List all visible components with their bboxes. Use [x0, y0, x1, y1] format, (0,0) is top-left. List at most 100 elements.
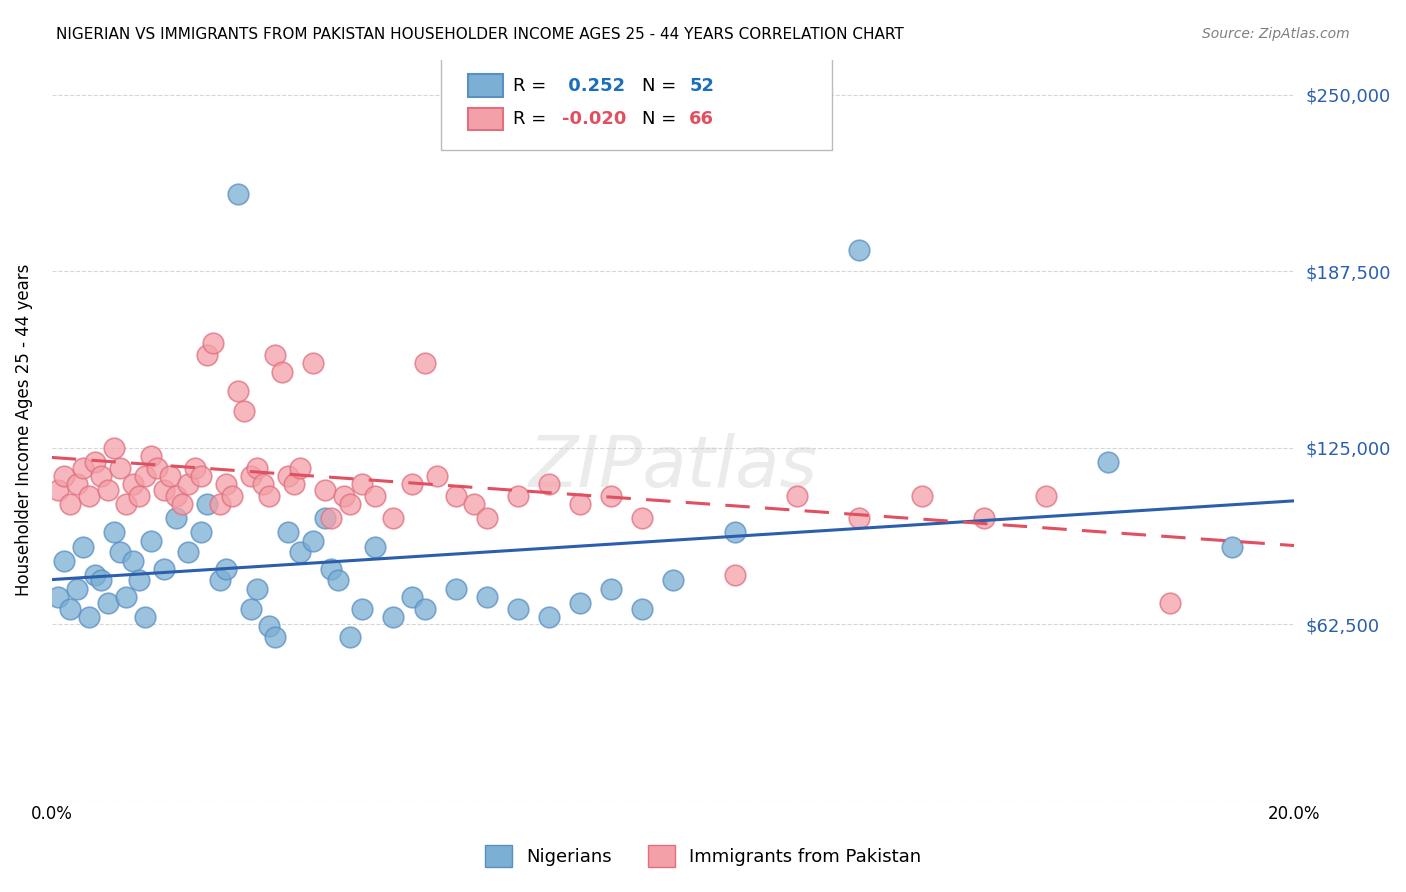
Text: 66: 66 [689, 110, 714, 128]
Point [270, 365, 292, 379]
Point [1220, 540, 1243, 554]
Text: NIGERIAN VS IMMIGRANTS FROM PAKISTAN HOUSEHOLDER INCOME AGES 25 - 44 YEARS CORRE: NIGERIAN VS IMMIGRANTS FROM PAKISTAN HOU… [56, 27, 904, 42]
Point [233, 404, 256, 418]
Point [226, 384, 249, 399]
Point [475, 511, 498, 525]
Point [90, 469, 112, 483]
Point [724, 525, 747, 540]
Point [134, 610, 156, 624]
Point [121, 554, 143, 568]
Point [339, 497, 361, 511]
Point [141, 449, 163, 463]
Point [537, 610, 560, 624]
Point [53, 554, 76, 568]
Point [724, 567, 747, 582]
Point [195, 497, 218, 511]
Point [321, 511, 343, 525]
Point [239, 601, 262, 615]
Point [128, 489, 150, 503]
Text: N =: N = [643, 110, 682, 128]
Point [215, 562, 238, 576]
Point [314, 511, 336, 525]
Point [221, 489, 243, 503]
FancyBboxPatch shape [468, 74, 503, 96]
Point [121, 477, 143, 491]
Point [1035, 489, 1057, 503]
Point [215, 477, 238, 491]
Point [59, 497, 82, 511]
Point [252, 477, 274, 491]
Y-axis label: Householder Income Ages 25 - 44 years: Householder Income Ages 25 - 44 years [15, 264, 32, 596]
Point [537, 477, 560, 491]
Point [134, 469, 156, 483]
Point [401, 591, 423, 605]
Text: ZIPatlas: ZIPatlas [529, 433, 817, 501]
Point [568, 596, 591, 610]
Point [426, 469, 449, 483]
Point [264, 630, 287, 644]
Point [1159, 596, 1181, 610]
Point [159, 469, 181, 483]
FancyBboxPatch shape [468, 108, 503, 130]
Text: 52: 52 [689, 77, 714, 95]
Text: R =: R = [513, 110, 551, 128]
Text: 0.252: 0.252 [562, 77, 626, 95]
Point [65, 477, 87, 491]
Point [77, 610, 100, 624]
Point [53, 469, 76, 483]
Point [463, 497, 485, 511]
Point [848, 511, 870, 525]
Point [413, 356, 436, 370]
Point [1097, 455, 1119, 469]
Point [72, 460, 94, 475]
Point [848, 243, 870, 257]
Point [246, 582, 269, 596]
Point [152, 562, 174, 576]
Point [631, 511, 654, 525]
Point [321, 562, 343, 576]
Point [152, 483, 174, 497]
Point [141, 533, 163, 548]
Point [264, 348, 287, 362]
Point [202, 336, 225, 351]
Point [72, 540, 94, 554]
FancyBboxPatch shape [440, 57, 832, 150]
Point [84, 567, 107, 582]
Point [146, 460, 169, 475]
Point [290, 460, 312, 475]
Point [46, 483, 69, 497]
Point [177, 545, 200, 559]
Point [786, 489, 808, 503]
Point [172, 497, 194, 511]
Point [326, 574, 349, 588]
Point [77, 489, 100, 503]
Point [364, 489, 387, 503]
Point [183, 460, 205, 475]
Point [382, 511, 405, 525]
Point [600, 582, 623, 596]
Point [97, 483, 120, 497]
Point [475, 591, 498, 605]
Point [239, 469, 262, 483]
Point [290, 545, 312, 559]
Point [208, 497, 231, 511]
Point [128, 574, 150, 588]
Point [108, 460, 131, 475]
Point [352, 477, 374, 491]
Point [115, 591, 138, 605]
Point [568, 497, 591, 511]
Point [662, 574, 685, 588]
Point [364, 540, 387, 554]
Point [314, 483, 336, 497]
Point [103, 525, 125, 540]
Text: -0.020: -0.020 [562, 110, 627, 128]
Text: N =: N = [643, 77, 682, 95]
Point [283, 477, 305, 491]
Text: Source: ZipAtlas.com: Source: ZipAtlas.com [1202, 27, 1350, 41]
Point [910, 489, 932, 503]
Point [413, 601, 436, 615]
Point [301, 533, 323, 548]
Point [401, 477, 423, 491]
Point [444, 582, 467, 596]
Point [165, 511, 187, 525]
